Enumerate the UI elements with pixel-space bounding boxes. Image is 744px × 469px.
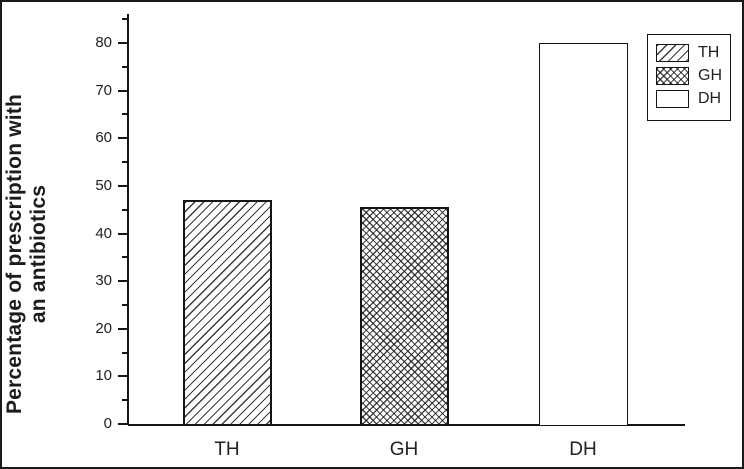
legend: TH GH DH (647, 34, 731, 121)
bar-gh (359, 207, 449, 426)
y-major-tick (118, 137, 128, 140)
y-tick-label: 60 (95, 129, 112, 147)
y-major-tick (118, 280, 128, 283)
y-minor-tick (122, 208, 128, 211)
y-axis-title-line1: Percentage of prescription with (3, 93, 26, 415)
y-major-tick (118, 327, 128, 330)
y-tick-label: 80 (95, 34, 112, 51)
legend-row-th: TH (656, 44, 730, 62)
y-major-tick (118, 375, 128, 378)
bar-th (182, 200, 272, 426)
y-tick-label: 10 (95, 367, 112, 385)
y-tick-label: 30 (95, 272, 112, 290)
y-axis-line (127, 14, 129, 425)
legend-label: DH (698, 90, 722, 107)
y-minor-tick (122, 65, 128, 68)
y-tick-label: 70 (95, 81, 112, 99)
y-minor-tick (122, 18, 128, 21)
legend-swatch-crosshatch (656, 67, 689, 85)
legend-swatch-plain (656, 90, 689, 108)
legend-label: GH (698, 67, 722, 84)
x-axis-label-dh: DH (569, 439, 597, 460)
legend-swatch-diagonal-hatch (656, 44, 689, 62)
x-axis-label-th: TH (214, 439, 240, 460)
legend-row-gh: GH (656, 67, 730, 85)
y-tick-label: 40 (95, 224, 112, 242)
y-minor-tick (122, 351, 128, 354)
y-major-tick (118, 184, 128, 187)
bar-dh (538, 43, 628, 426)
y-axis-title: Percentage of prescription with an antib… (3, 44, 51, 464)
y-minor-tick (122, 161, 128, 164)
legend-label: TH (698, 44, 720, 61)
y-minor-tick (122, 113, 128, 116)
x-axis-label-gh: GH (389, 439, 419, 460)
y-tick-label: 20 (95, 319, 112, 337)
y-tick-label: 50 (95, 176, 112, 194)
legend-row-dh: DH (656, 90, 730, 108)
y-minor-tick (122, 303, 128, 306)
y-major-tick (118, 423, 128, 425)
y-major-tick (118, 232, 128, 235)
y-axis-title-line2: an antibiotics (27, 184, 50, 324)
y-major-tick (118, 89, 128, 92)
legend-entries: TH GH DH (656, 44, 730, 108)
y-major-tick (118, 42, 128, 44)
y-minor-tick (122, 256, 128, 259)
y-tick-label: 0 (103, 415, 112, 432)
y-minor-tick (122, 399, 128, 402)
